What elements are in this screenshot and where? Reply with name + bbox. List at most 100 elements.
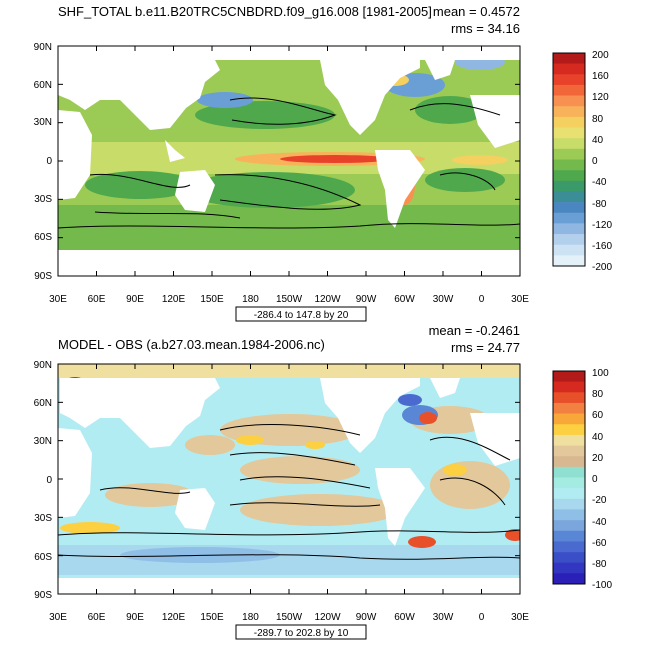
- panel-2-warm-patch: [305, 441, 325, 449]
- y-tick-label: 60N: [34, 80, 52, 91]
- panel-2-warm-patch: [60, 522, 120, 534]
- panel-2-north-america: [320, 378, 420, 453]
- panel-1-australia: [175, 170, 215, 212]
- colorbar-swatch: [553, 552, 585, 563]
- colorbar-label: 20: [592, 453, 604, 464]
- colorbar-swatch: [553, 212, 585, 224]
- panel-2-colorbar: [552, 370, 586, 585]
- panel-1-contour-info: -286.4 to 147.8 by 20: [254, 310, 349, 321]
- x-tick-label: 30E: [511, 294, 529, 305]
- panel-1-contour-line: [94, 211, 241, 219]
- colorbar-swatch: [553, 434, 585, 446]
- colorbar-frame: [552, 52, 586, 267]
- panel-2-title: MODEL - OBS (a.b27.03.mean.1984-2006.nc): [58, 337, 325, 352]
- panel-2-warm-patch: [236, 435, 264, 445]
- colorbar-label: 40: [592, 135, 604, 146]
- colorbar-label: -20: [592, 495, 607, 506]
- panel-1-contour-line: [89, 173, 191, 188]
- panel-1-title: SHF_TOTAL b.e11.B20TRC5CNBDRD.f09_g16.00…: [58, 4, 432, 19]
- panel-1-x-ticks: 30E 60E 90E 120E 150E 180 150W 120W 90W …: [49, 294, 529, 305]
- panel-2-contour-line: [58, 529, 520, 536]
- panel-1-mean: mean = 0.4572: [433, 4, 520, 19]
- x-tick-label: 120W: [314, 612, 341, 623]
- colorbar-swatch: [553, 498, 585, 510]
- colorbar-swatch: [553, 127, 585, 139]
- x-tick-label: 60E: [88, 294, 106, 305]
- x-tick-label: 30E: [511, 612, 529, 623]
- panel-2-contour-info-box: [235, 624, 367, 640]
- panel-1-tick-marks: [57, 45, 521, 277]
- panel-2-greenland: [430, 378, 460, 398]
- x-tick-label: 120E: [162, 294, 186, 305]
- colorbar-swatch: [553, 488, 585, 500]
- panel-2-falklands-positive: [408, 536, 436, 548]
- colorbar-swatch: [553, 63, 585, 75]
- panel-1-north-atlantic-gyre: [415, 96, 485, 124]
- panel-1-south-america: [375, 150, 425, 228]
- panel-1-north-pacific-gyre: [195, 101, 335, 129]
- colorbar-swatch: [553, 84, 585, 96]
- colorbar-swatch: [553, 509, 585, 521]
- y-tick-label: 90S: [34, 590, 52, 601]
- y-tick-label: 60S: [34, 232, 52, 243]
- x-tick-label: 180: [242, 612, 259, 623]
- panel-2-eurasia: [60, 378, 220, 448]
- colorbar-label: 120: [592, 92, 609, 103]
- colorbar-label: 80: [592, 114, 604, 125]
- colorbar-swatch: [553, 138, 585, 150]
- panel-2-contour-line: [219, 424, 361, 436]
- y-tick-label: 30S: [34, 513, 52, 524]
- panel-1-contour-line: [409, 103, 501, 116]
- colorbar-swatch: [553, 445, 585, 457]
- x-tick-label: 120W: [314, 294, 341, 305]
- panel-2-contour-line: [99, 487, 191, 494]
- panel-2-rms: rms = 24.77: [451, 340, 520, 355]
- colorbar-label: 0: [592, 156, 598, 167]
- colorbar-label: 80: [592, 389, 604, 400]
- panel-2-patch: [185, 435, 235, 455]
- x-tick-label: 150E: [200, 612, 224, 623]
- colorbar-label: 200: [592, 50, 609, 61]
- panel-2-labrador-negative: [398, 394, 422, 406]
- colorbar-label: 60: [592, 410, 604, 421]
- colorbar-label: -200: [592, 262, 612, 273]
- x-tick-label: 30W: [433, 294, 454, 305]
- panel-2-contour-line: [239, 476, 371, 489]
- panel-1-africa: [58, 110, 92, 200]
- x-tick-label: 60E: [88, 612, 106, 623]
- panel-1-colorbar-labels: 200 160 120 80 40 0 -40 -80 -120 -160 -2…: [592, 50, 612, 273]
- panel-1: SHF_TOTAL b.e11.B20TRC5CNBDRD.f09_g16.00…: [34, 4, 612, 322]
- x-tick-label: 30E: [49, 294, 67, 305]
- y-tick-label: 60N: [34, 398, 52, 409]
- panel-2-patch: [240, 494, 400, 526]
- colorbar-label: 100: [592, 368, 609, 379]
- panel-1-map: [58, 46, 520, 276]
- y-tick-label: 30N: [34, 436, 52, 447]
- panel-1-eurasia: [58, 60, 220, 130]
- colorbar-swatch: [553, 74, 585, 86]
- colorbar-swatch: [553, 180, 585, 192]
- y-tick-label: 90S: [34, 271, 52, 282]
- panel-1-indian-gyre: [85, 171, 195, 199]
- x-tick-label: 150W: [276, 294, 303, 305]
- panel-2-colorbar-labels: 100 80 60 40 20 0 -20 -40 -60 -80 -100: [592, 368, 612, 591]
- x-tick-label: 90E: [126, 612, 144, 623]
- y-tick-label: 60S: [34, 552, 52, 563]
- colorbar-swatch: [553, 202, 585, 214]
- x-tick-label: 60W: [394, 294, 415, 305]
- panel-1-kuroshio: [197, 92, 253, 108]
- panel-1-contour-info-box: [235, 306, 367, 322]
- colorbar-swatch: [553, 371, 585, 382]
- colorbar-label: -40: [592, 177, 607, 188]
- x-tick-label: 150W: [276, 612, 303, 623]
- panel-1-atlantic-equatorial: [452, 155, 508, 165]
- colorbar-swatch: [553, 159, 585, 171]
- panel-1-contour-line: [229, 97, 337, 125]
- colorbar-label: -40: [592, 517, 607, 528]
- colorbar-label: -80: [592, 559, 607, 570]
- colorbar-swatch: [553, 562, 585, 574]
- panel-1-rms: rms = 34.16: [451, 21, 520, 36]
- x-tick-label: 180: [242, 294, 259, 305]
- colorbar-swatch: [553, 244, 585, 256]
- panel-2-gulf-stream-positive: [419, 412, 437, 424]
